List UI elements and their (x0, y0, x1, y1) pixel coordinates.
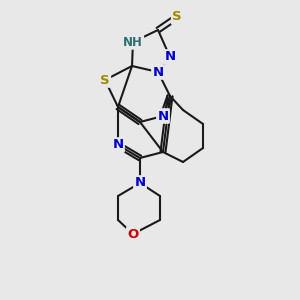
Text: N: N (112, 139, 124, 152)
Text: N: N (134, 176, 146, 190)
Text: NH: NH (123, 35, 143, 49)
Text: N: N (152, 65, 164, 79)
Text: N: N (158, 110, 169, 122)
Text: S: S (172, 11, 182, 23)
Text: S: S (100, 74, 110, 86)
Text: O: O (128, 227, 139, 241)
Text: N: N (164, 50, 175, 64)
